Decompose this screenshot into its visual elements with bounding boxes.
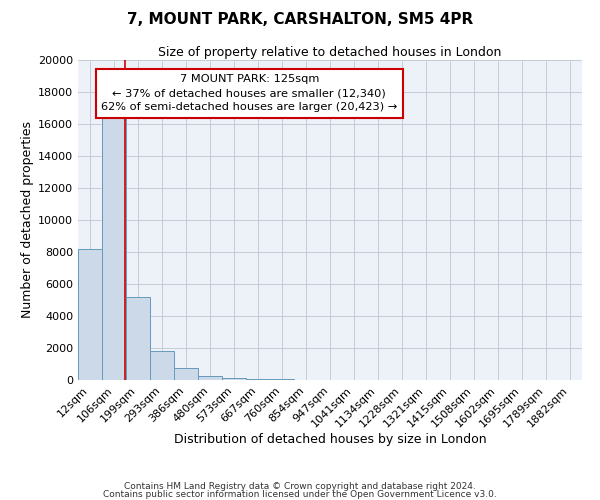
Bar xyxy=(150,351,174,380)
Bar xyxy=(78,249,102,380)
Y-axis label: Number of detached properties: Number of detached properties xyxy=(21,122,34,318)
Bar xyxy=(126,297,150,380)
Bar xyxy=(222,378,246,380)
Text: 7, MOUNT PARK, CARSHALTON, SM5 4PR: 7, MOUNT PARK, CARSHALTON, SM5 4PR xyxy=(127,12,473,28)
X-axis label: Distribution of detached houses by size in London: Distribution of detached houses by size … xyxy=(173,433,487,446)
Bar xyxy=(270,379,294,380)
Bar xyxy=(102,114,126,380)
Bar xyxy=(174,368,198,380)
Bar xyxy=(246,378,270,380)
Text: Contains public sector information licensed under the Open Government Licence v3: Contains public sector information licen… xyxy=(103,490,497,499)
Text: Contains HM Land Registry data © Crown copyright and database right 2024.: Contains HM Land Registry data © Crown c… xyxy=(124,482,476,491)
Title: Size of property relative to detached houses in London: Size of property relative to detached ho… xyxy=(158,46,502,59)
Bar xyxy=(198,376,222,380)
Text: 7 MOUNT PARK: 125sqm
← 37% of detached houses are smaller (12,340)
62% of semi-d: 7 MOUNT PARK: 125sqm ← 37% of detached h… xyxy=(101,74,397,112)
